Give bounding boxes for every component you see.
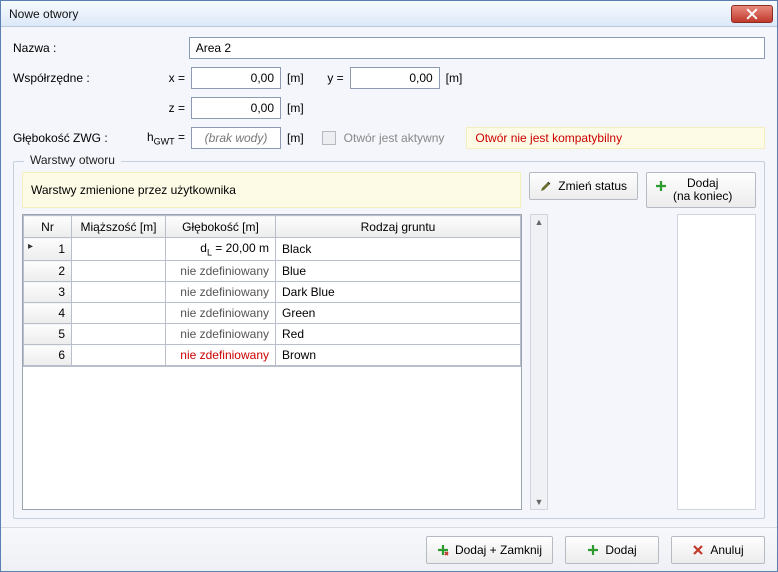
add-label: Dodaj: [605, 543, 636, 557]
change-status-label: Zmień status: [558, 179, 627, 193]
table-header-row: Nr Miąższość [m] Głębokość [m] Rodzaj gr…: [24, 216, 521, 238]
plus-close-icon: [437, 544, 449, 556]
label-y-eq: y =: [322, 71, 350, 85]
cell-nr[interactable]: 4: [24, 303, 72, 324]
side-actions: [556, 214, 669, 510]
cell-nr[interactable]: 5: [24, 324, 72, 345]
cell-soil[interactable]: Black: [276, 238, 521, 261]
dialog-window: Nowe otwory Nazwa : Współrzędne : x = [m…: [0, 0, 778, 572]
cell-thickness[interactable]: [72, 261, 166, 282]
label-coords: Współrzędne :: [13, 71, 141, 85]
table-empty-area: [23, 366, 521, 509]
unit-m-y: [m]: [446, 71, 463, 85]
add-end-button[interactable]: Dodaj (na koniec): [646, 172, 756, 208]
cell-nr[interactable]: 2: [24, 261, 72, 282]
hgwt-prefix: h: [147, 130, 154, 144]
row-selected-icon: ▸: [28, 241, 33, 252]
unit-m-gwt: [m]: [287, 131, 304, 145]
add-button[interactable]: Dodaj: [565, 536, 659, 564]
cell-soil[interactable]: Brown: [276, 345, 521, 366]
cancel-icon: [692, 544, 704, 556]
cell-thickness[interactable]: [72, 238, 166, 261]
cancel-button[interactable]: Anuluj: [671, 536, 765, 564]
hgwt-suffix: =: [175, 130, 185, 144]
row-name: Nazwa :: [13, 37, 765, 59]
y-input[interactable]: [350, 67, 440, 89]
preview-panel: [677, 214, 756, 510]
cell-nr[interactable]: 1▸: [24, 238, 72, 261]
table-row[interactable]: 3 nie zdefiniowanyDark Blue: [24, 282, 521, 303]
label-name: Nazwa :: [13, 41, 139, 55]
pencil-icon: [540, 180, 552, 192]
col-thickness[interactable]: Miąższość [m]: [72, 216, 166, 238]
scroll-down-icon: ▼: [535, 495, 544, 509]
table-row[interactable]: 1▸ dL = 20,00 mBlack: [24, 238, 521, 261]
cell-nr[interactable]: 3: [24, 282, 72, 303]
cell-depth[interactable]: nie zdefiniowany: [166, 261, 276, 282]
cell-soil[interactable]: Red: [276, 324, 521, 345]
dialog-body: Nazwa : Współrzędne : x = [m] y = [m] z …: [1, 27, 777, 527]
cell-soil[interactable]: Blue: [276, 261, 521, 282]
row-zwg: Głębokość ZWG : hGWT = [m] Otwór jest ak…: [13, 127, 765, 149]
cell-depth[interactable]: dL = 20,00 m: [166, 238, 276, 261]
cell-nr[interactable]: 6: [24, 345, 72, 366]
hgwt-input[interactable]: [191, 127, 281, 149]
cell-depth[interactable]: nie zdefiniowany: [166, 303, 276, 324]
layers-legend: Warstwy otworu: [24, 153, 121, 167]
cell-depth[interactable]: nie zdefiniowany: [166, 324, 276, 345]
add-close-label: Dodaj + Zamknij: [455, 543, 542, 557]
cell-soil[interactable]: Green: [276, 303, 521, 324]
cell-soil[interactable]: Dark Blue: [276, 282, 521, 303]
layers-head: Warstwy zmienione przez użytkownika Zmie…: [22, 172, 756, 208]
window-title: Nowe otwory: [9, 7, 78, 21]
active-checkbox[interactable]: [322, 131, 336, 145]
close-icon: [746, 8, 758, 20]
table-scrollbar[interactable]: ▲ ▼: [530, 214, 548, 510]
cancel-label: Anuluj: [710, 543, 743, 557]
scroll-up-icon: ▲: [535, 215, 544, 229]
dialog-footer: Dodaj + Zamknij Dodaj Anuluj: [1, 527, 777, 571]
cell-depth[interactable]: nie zdefiniowany: [166, 345, 276, 366]
layers-table-wrap: Nr Miąższość [m] Głębokość [m] Rodzaj gr…: [22, 214, 522, 510]
layers-table[interactable]: Nr Miąższość [m] Głębokość [m] Rodzaj gr…: [23, 215, 521, 366]
z-input[interactable]: [191, 97, 281, 119]
row-coords-z: z = [m]: [13, 97, 765, 119]
close-button[interactable]: [731, 5, 773, 23]
label-zwg: Głębokość ZWG :: [13, 131, 141, 145]
add-end-label-2: (na koniec): [673, 190, 732, 203]
label-z-eq: z =: [141, 101, 191, 115]
plus-icon: [587, 544, 599, 556]
incompat-warning: Otwór nie jest kompatybilny: [466, 127, 765, 149]
table-row[interactable]: 4 nie zdefiniowanyGreen: [24, 303, 521, 324]
col-soil[interactable]: Rodzaj gruntu: [276, 216, 521, 238]
cell-thickness[interactable]: [72, 345, 166, 366]
label-hgwt-eq: hGWT =: [141, 130, 191, 146]
label-x-eq: x =: [141, 71, 191, 85]
change-status-button[interactable]: Zmień status: [529, 172, 638, 200]
name-input[interactable]: [189, 37, 765, 59]
table-row[interactable]: 2 nie zdefiniowanyBlue: [24, 261, 521, 282]
plus-icon: [655, 180, 667, 192]
col-nr[interactable]: Nr: [24, 216, 72, 238]
x-input[interactable]: [191, 67, 281, 89]
row-coords-xy: Współrzędne : x = [m] y = [m]: [13, 67, 765, 89]
titlebar: Nowe otwory: [1, 1, 777, 27]
table-row[interactable]: 6 nie zdefiniowanyBrown: [24, 345, 521, 366]
hgwt-sub: GWT: [154, 136, 175, 146]
unit-m-x: [m]: [287, 71, 304, 85]
table-row[interactable]: 5 nie zdefiniowanyRed: [24, 324, 521, 345]
label-active: Otwór jest aktywny: [344, 131, 445, 145]
cell-thickness[interactable]: [72, 324, 166, 345]
user-changed-banner: Warstwy zmienione przez użytkownika: [22, 172, 521, 208]
add-close-button[interactable]: Dodaj + Zamknij: [426, 536, 553, 564]
layers-body: Nr Miąższość [m] Głębokość [m] Rodzaj gr…: [22, 214, 756, 510]
cell-thickness[interactable]: [72, 282, 166, 303]
unit-m-z: [m]: [287, 101, 304, 115]
layers-fieldset: Warstwy otworu Warstwy zmienione przez u…: [13, 161, 765, 519]
col-depth[interactable]: Głębokość [m]: [166, 216, 276, 238]
cell-depth[interactable]: nie zdefiniowany: [166, 282, 276, 303]
cell-thickness[interactable]: [72, 303, 166, 324]
